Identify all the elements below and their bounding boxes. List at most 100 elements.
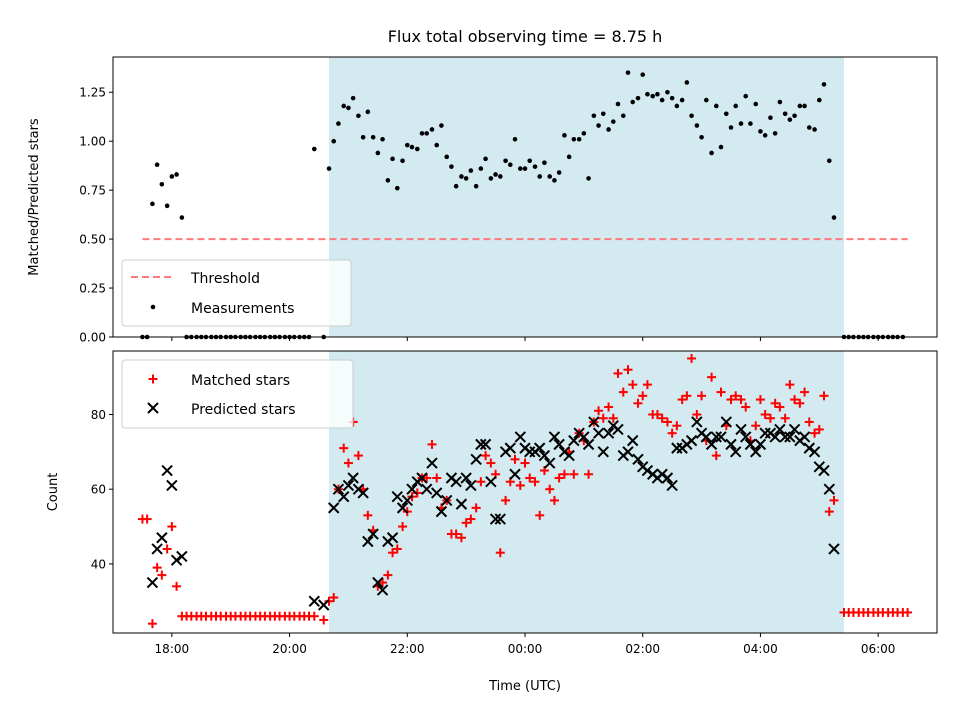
matched-point <box>628 380 638 390</box>
predicted-point <box>740 431 752 443</box>
measurement-point <box>831 215 837 220</box>
measurement-point <box>478 166 484 171</box>
measurement-point <box>758 129 763 134</box>
predicted-point <box>715 431 727 443</box>
predicted-point <box>431 487 443 499</box>
x-tick-label: 22:00 <box>390 642 425 656</box>
measurement-point <box>600 111 606 117</box>
measurement-point <box>150 201 155 207</box>
predicted-point <box>563 449 575 462</box>
measurement-point <box>449 164 454 169</box>
legend-measurements-label: Measurements <box>191 301 294 317</box>
measurement-point <box>777 99 783 105</box>
matched-point <box>142 514 152 524</box>
bottom-shaded-span <box>329 351 845 633</box>
measurement-point <box>375 150 381 156</box>
bottom-x-ticks: 18:00 20:00 22:00 00:00 02:00 04:00 06:00 <box>155 633 895 656</box>
measurement-point <box>370 134 376 140</box>
matched-point <box>510 454 520 464</box>
predicted-point <box>730 446 742 458</box>
matched-point <box>760 409 770 419</box>
measurement-point <box>429 127 435 132</box>
predicted-point <box>347 472 359 484</box>
matched-point <box>339 443 349 453</box>
measurement-point <box>522 166 528 171</box>
matched-point <box>613 368 623 378</box>
matched-point <box>495 548 505 558</box>
measurement-point <box>782 111 788 117</box>
predicted-point <box>426 457 438 469</box>
measurement-point <box>630 99 636 105</box>
measurement-point <box>576 136 582 142</box>
predicted-point <box>170 554 183 566</box>
predicted-point <box>509 468 521 480</box>
predicted-point <box>823 483 835 495</box>
predicted-point <box>553 438 565 451</box>
matched-point <box>618 387 628 397</box>
measurement-point <box>566 154 572 160</box>
predicted-point <box>568 434 580 447</box>
matched-point <box>672 421 682 431</box>
top-legend-box <box>121 259 352 327</box>
predicted-point <box>784 431 796 443</box>
measurement-point <box>571 136 577 142</box>
matched-point <box>819 391 829 401</box>
matched-point <box>642 380 652 390</box>
matched-point <box>795 398 805 408</box>
measurement-point <box>620 113 626 119</box>
bottom-y-ticks: 40 60 80 <box>91 408 113 571</box>
measurement-point <box>517 166 523 171</box>
predicted-point <box>504 442 516 454</box>
measurement-point <box>497 174 503 179</box>
measurement-point <box>414 146 420 152</box>
predicted-point <box>176 550 188 563</box>
predicted-point <box>622 446 634 458</box>
predicted-point <box>146 576 159 589</box>
measurement-point <box>762 133 768 138</box>
predicted-point <box>597 446 609 458</box>
measurement-point <box>537 174 543 179</box>
x-tick-label: 02:00 <box>625 642 660 656</box>
predicted-point <box>455 498 468 510</box>
measurement-point <box>694 123 700 128</box>
measurement-point <box>743 93 749 99</box>
matched-point <box>804 417 814 427</box>
legend-measurements-swatch <box>150 304 156 310</box>
predicted-point <box>788 423 801 436</box>
predicted-point <box>465 479 477 492</box>
matched-point <box>466 514 476 524</box>
x-tick-label: 00:00 <box>508 642 543 656</box>
matched-point <box>530 477 540 487</box>
predicted-point <box>514 431 526 443</box>
predicted-point <box>803 442 815 454</box>
top-axes-frame <box>112 56 938 338</box>
measurement-point <box>179 215 185 220</box>
predicted-point <box>494 513 506 525</box>
matched-point <box>353 451 363 461</box>
measurement-point <box>552 178 557 183</box>
predicted-point <box>750 446 762 458</box>
top-panel: 0.00 0.25 0.50 0.75 1.00 1.25 Flux total obse… <box>27 27 938 345</box>
matched-point <box>398 522 408 532</box>
measurement-point <box>733 103 739 109</box>
matched-point <box>677 395 687 405</box>
legend-predicted-label: Predicted stars <box>191 402 296 418</box>
measurement-point <box>356 113 361 119</box>
measurement-point <box>669 95 675 101</box>
top-y-axis-label: Matched/Predicted stars <box>27 118 42 276</box>
measurement-point <box>679 97 685 103</box>
matched-point <box>687 353 697 363</box>
matched-point <box>456 533 466 543</box>
measurement-point <box>493 172 498 177</box>
measurement-point <box>507 162 513 167</box>
top-shaded-span <box>329 57 845 337</box>
predicted-point <box>308 595 320 607</box>
predicted-point <box>700 431 712 443</box>
measurement-point <box>591 113 597 119</box>
predicted-point <box>705 438 718 451</box>
measurement-point <box>390 156 395 162</box>
predicted-point <box>612 423 624 436</box>
matched-point <box>545 484 555 494</box>
measurement-point <box>488 176 494 181</box>
measurement-point <box>699 134 704 140</box>
